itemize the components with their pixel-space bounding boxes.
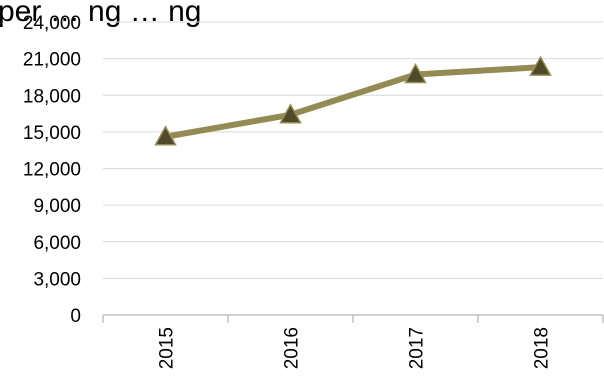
series-line — [162, 64, 544, 140]
y-axis-tick-labels: 0 3,000 6,000 9,000 12,000 15,000 18,000 21,000… — [23, 13, 81, 327]
y-tick-label: 24,000 — [23, 13, 81, 34]
y-tick-label: 21,000 — [23, 50, 81, 71]
data-point-marker — [154, 125, 177, 146]
y-tick-label: 6,000 — [33, 233, 81, 254]
y-tick-label: 9,000 — [33, 196, 81, 217]
x-category-label: 2018 — [532, 327, 553, 369]
data-point-marker — [529, 55, 552, 76]
gridlines — [103, 21, 603, 279]
series-layer — [154, 55, 552, 146]
y-tick-label: 18,000 — [23, 86, 81, 107]
chart-title: per … ng … ng — [0, 0, 201, 28]
x-category-label: 2015 — [157, 327, 178, 369]
x-axis-category-labels: 2015 2016 2017 2018 — [157, 327, 553, 369]
axes — [102, 314, 604, 323]
y-tick-label: 12,000 — [23, 160, 81, 181]
y-tick-label: 15,000 — [23, 123, 81, 144]
data-point-marker — [404, 62, 427, 84]
x-category-label: 2017 — [407, 327, 428, 369]
y-tick-label: 3,000 — [33, 269, 81, 290]
y-tick-label: 0 — [70, 306, 81, 327]
x-category-label: 2016 — [282, 327, 303, 369]
data-point-marker — [279, 103, 302, 124]
